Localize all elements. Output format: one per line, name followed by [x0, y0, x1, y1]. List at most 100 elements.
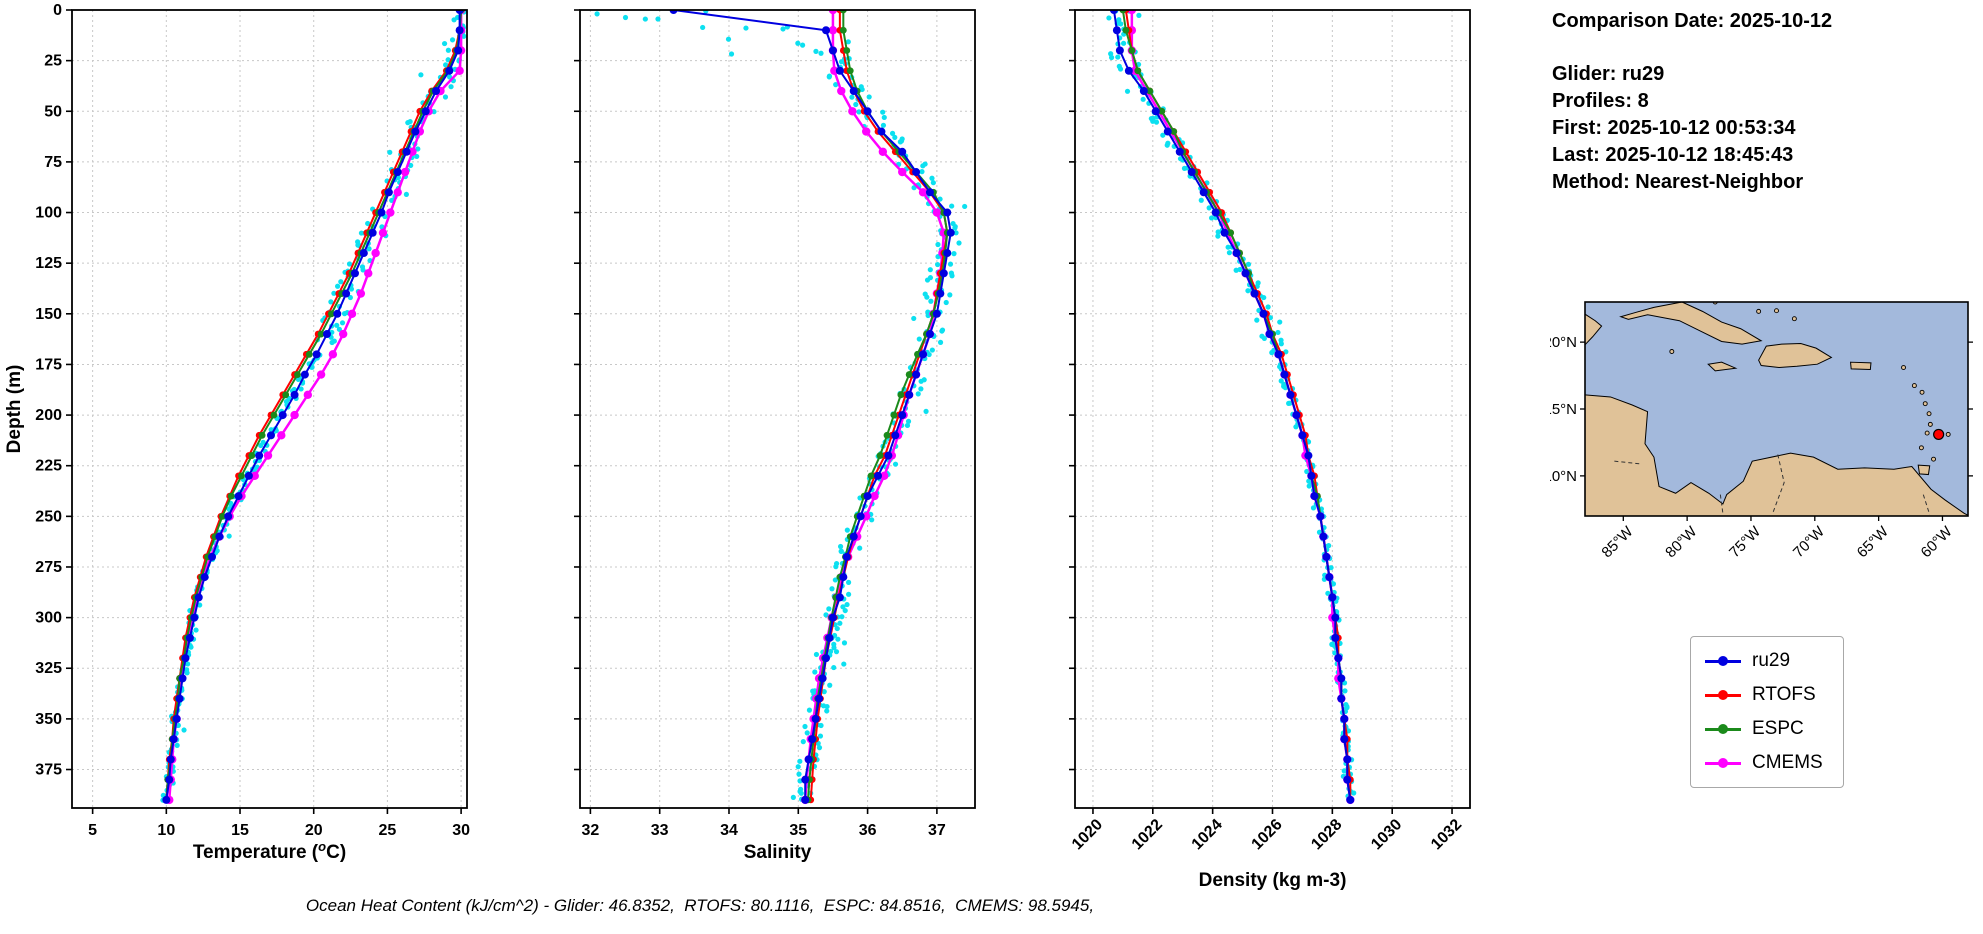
map-small-island: [1922, 401, 1928, 407]
svg-text:1026: 1026: [1248, 816, 1285, 853]
svg-text:100: 100: [35, 205, 62, 222]
series-ru29: [162, 10, 464, 804]
map-small-island: [1919, 389, 1925, 395]
map-landmass: [1707, 361, 1738, 372]
axes-frame: [71, 9, 468, 809]
svg-text:36: 36: [859, 822, 877, 839]
svg-text:375: 375: [35, 762, 62, 779]
legend-line-marker-rtofs: [1705, 690, 1741, 700]
x-tick-labels: 1020 1022 1024 1026 1028 1030 1032: [1069, 816, 1465, 853]
svg-text:25: 25: [379, 822, 397, 839]
svg-text:250: 250: [35, 508, 62, 525]
legend-entry-cmems: CMEMS: [1705, 752, 1823, 774]
legend-entry-rtofs: RTOFS: [1705, 684, 1823, 706]
svg-text:50: 50: [44, 103, 62, 120]
map-small-island: [1901, 365, 1906, 370]
svg-text:80°W: 80°W: [1662, 523, 1701, 562]
meta-spacer: [1552, 35, 1832, 61]
svg-text:75°W: 75°W: [1726, 523, 1765, 562]
first-profile-time: First: 2025-10-12 00:53:34: [1552, 117, 1796, 139]
svg-text:37: 37: [928, 822, 946, 839]
series-ru29: [669, 10, 955, 804]
comparison-date: Comparison Date: 2025-10-12: [1552, 10, 1833, 32]
y-axis-label: Depth (m): [4, 365, 25, 454]
map-border-line: [1614, 460, 1640, 465]
legend-line-marker-cmems: [1705, 758, 1741, 768]
svg-text:15°N: 15°N: [1550, 401, 1577, 418]
svg-text:1020: 1020: [1069, 816, 1106, 853]
map-inset: 85°W 80°W 75°W 70°W 65°W 60°W 20°N 15°N 10°N: [1550, 301, 1973, 562]
plot-background: [580, 10, 975, 808]
map-small-island: [1924, 430, 1930, 436]
svg-text:1024: 1024: [1189, 816, 1226, 853]
temperature-profile-plot: 5 10 15 20 25 3002550751001251501752002252502…: [4, 2, 470, 863]
svg-text:1028: 1028: [1308, 816, 1345, 853]
svg-text:150: 150: [35, 306, 62, 323]
map-lat-labels: 20°N 15°N 10°N: [1550, 334, 1577, 485]
map-landmass: [1849, 361, 1872, 371]
legend-label: ESPC: [1752, 718, 1804, 739]
profiles-count: Profiles: 8: [1552, 90, 1649, 112]
map-landmass: [1619, 302, 1763, 345]
map-lon-labels: 85°W 80°W 75°W 70°W 65°W 60°W: [1598, 523, 1956, 562]
axis-ticks: [66, 9, 462, 814]
axis-ticks: [574, 9, 938, 814]
legend: ru29 RTOFS ESPC CMEMS: [1690, 636, 1844, 788]
legend-line-marker-ru29: [1705, 656, 1741, 666]
x-axis-label: Salinity: [744, 842, 812, 863]
x-tick-labels: 5 10 15 20 25 30: [88, 822, 470, 839]
map-landmass: [1585, 313, 1968, 516]
map-border-line: [1719, 494, 1724, 514]
glider-name: Glider: ru29: [1552, 63, 1665, 85]
legend-entry-espc: ESPC: [1705, 718, 1823, 740]
series-ru29: [1109, 10, 1355, 804]
legend-label: CMEMS: [1752, 752, 1823, 773]
density-profile-plot: 1020 1022 1024 1026 1028 1030 1032 Density (kg …: [1069, 9, 1471, 891]
plot-background: [1075, 10, 1470, 808]
legend-line-marker-espc: [1705, 724, 1741, 734]
map-landmass: [1917, 464, 1931, 476]
svg-text:75: 75: [44, 154, 62, 171]
ohc-annotation: Ocean Heat Content (kJ/cm^2) - Glider: 4…: [305, 896, 1095, 915]
axes-frame: [579, 9, 976, 809]
map-small-island: [1927, 421, 1933, 427]
svg-text:300: 300: [35, 610, 62, 627]
grid: [1075, 9, 1470, 808]
svg-text:200: 200: [35, 407, 62, 424]
svg-text:32: 32: [581, 822, 599, 839]
svg-text:70°W: 70°W: [1790, 523, 1829, 562]
x-axis-label: Density (kg m-3): [1199, 870, 1347, 891]
svg-text:10: 10: [157, 822, 175, 839]
x-axis-label: Temperature (oC): [193, 839, 346, 863]
legend-label: ru29: [1752, 650, 1791, 671]
map-small-island: [1918, 445, 1924, 451]
plot-background: [72, 10, 467, 808]
svg-text:225: 225: [35, 458, 62, 475]
svg-text:125: 125: [35, 255, 62, 272]
metadata-panel: Comparison Date: 2025-10-12 Glider: ru29…: [1552, 8, 1832, 196]
svg-text:34: 34: [720, 822, 738, 839]
salinity-profile-plot: 32 33 34 35 36 37 Salinity: [574, 9, 976, 863]
svg-text:275: 275: [35, 559, 62, 576]
svg-text:175: 175: [35, 356, 62, 373]
svg-text:60°W: 60°W: [1918, 523, 1957, 562]
last-profile-time: Last: 2025-10-12 18:45:43: [1552, 144, 1794, 166]
y-tick-labels: 0 25 50 75 100 125 150 175 200 225 250 275 300 325 350…: [35, 2, 62, 779]
legend-entry-ru29: ru29: [1705, 650, 1823, 672]
svg-text:15: 15: [231, 822, 249, 839]
map-small-island: [1669, 349, 1675, 354]
map-ticks: [1580, 341, 1973, 521]
map-small-island: [1945, 431, 1951, 437]
svg-text:20°N: 20°N: [1550, 334, 1577, 351]
svg-text:5: 5: [88, 822, 97, 839]
svg-text:30: 30: [452, 822, 470, 839]
x-tick-labels: 32 33 34 35 36 37: [581, 822, 945, 839]
svg-text:0: 0: [53, 2, 62, 19]
map-small-island: [1931, 456, 1936, 462]
map-small-island: [1926, 411, 1932, 417]
map-border-line: [1922, 494, 1931, 515]
svg-text:25: 25: [44, 53, 62, 70]
svg-text:33: 33: [651, 822, 669, 839]
svg-text:10°N: 10°N: [1550, 468, 1577, 485]
